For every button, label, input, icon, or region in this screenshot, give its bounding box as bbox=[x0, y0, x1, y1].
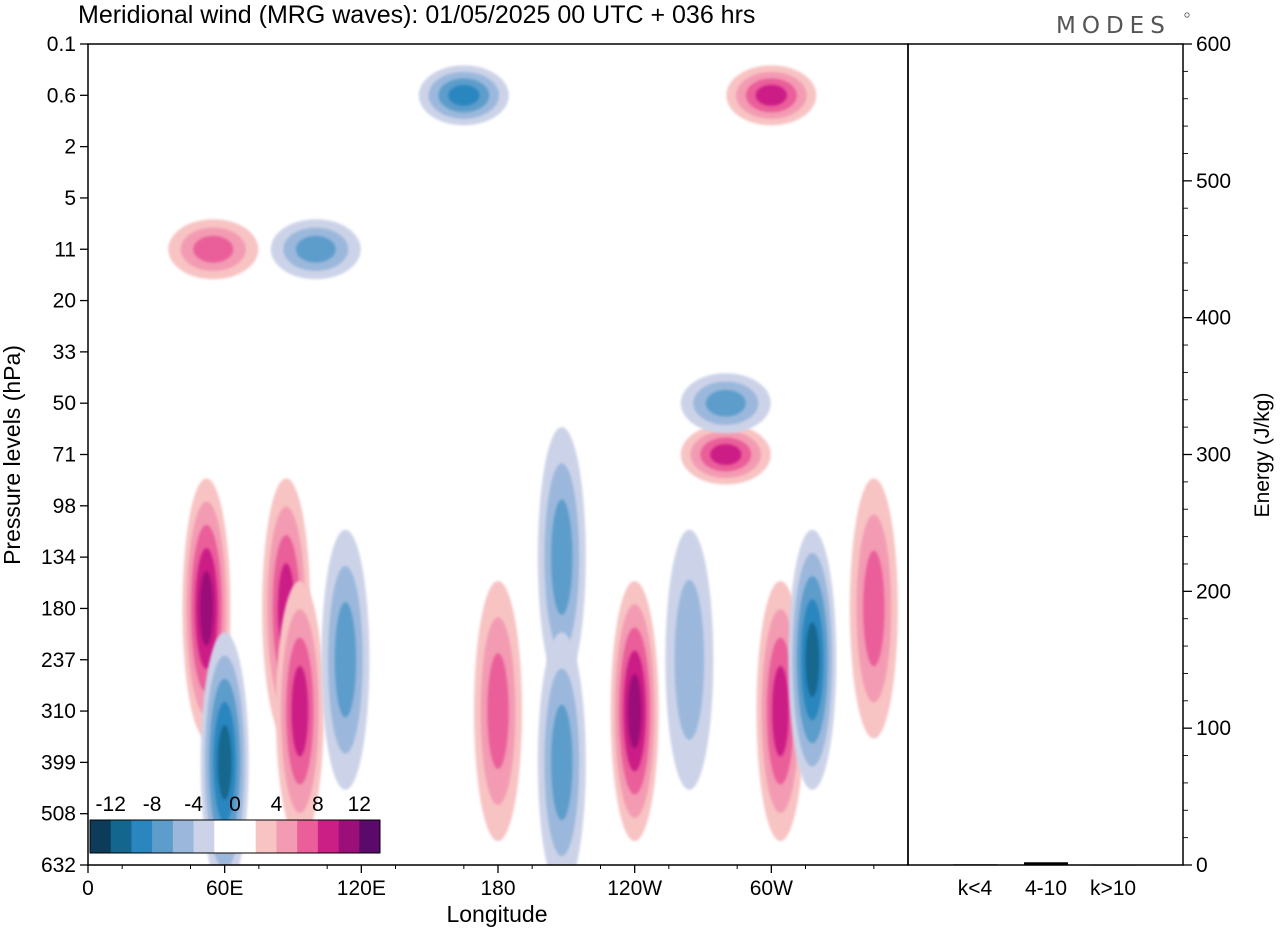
colorbar-swatch bbox=[255, 820, 277, 853]
logo-mark-icon bbox=[1184, 12, 1190, 18]
positive-wind-contour bbox=[710, 444, 742, 465]
energy-bars bbox=[953, 862, 1135, 866]
positive-wind-contour bbox=[755, 84, 787, 106]
energy-tick-label: 300 bbox=[1196, 444, 1231, 467]
colorbar-label: -4 bbox=[184, 793, 203, 816]
positive-wind-contour bbox=[487, 653, 509, 769]
colorbar-swatch bbox=[359, 820, 381, 853]
colorbar-swatch bbox=[214, 820, 236, 853]
y-tick-label: 20 bbox=[53, 290, 76, 313]
colorbar-swatch bbox=[110, 820, 132, 853]
positive-wind-contour bbox=[199, 571, 214, 646]
colorbar-frame bbox=[89, 819, 381, 854]
energy-tick-label: 0 bbox=[1196, 854, 1208, 877]
energy-panel: 0 100 200 300 400 500 600 k<4 4-10 k>10 Energy (… bbox=[907, 33, 1274, 900]
chart-title: Meridional wind (MRG waves): 01/05/2025 … bbox=[78, 1, 755, 29]
y-tick-label: 399 bbox=[41, 751, 76, 774]
colorbar-swatch bbox=[193, 820, 215, 853]
negative-wind-contour bbox=[334, 601, 357, 718]
colorbar-swatch bbox=[338, 820, 360, 853]
y-tick-label: 180 bbox=[41, 597, 76, 620]
colorbar-label: 4 bbox=[271, 793, 283, 816]
x-axis: 0 60E 120E 180 120W 60W bbox=[82, 865, 875, 900]
energy-tick-label: 200 bbox=[1196, 580, 1231, 603]
colorbar-label: -8 bbox=[143, 793, 162, 816]
y-tick-label: 2 bbox=[64, 136, 76, 159]
modes-logo: MODES bbox=[1056, 13, 1171, 39]
colorbar-label: -12 bbox=[96, 793, 126, 816]
colorbar-swatch bbox=[235, 820, 257, 853]
energy-bar bbox=[953, 864, 997, 866]
colorbar-swatch bbox=[297, 820, 319, 853]
negative-wind-contour bbox=[217, 725, 232, 800]
y-tick-label: 508 bbox=[41, 803, 76, 826]
negative-wind-contour bbox=[295, 235, 336, 263]
colorbar-swatch bbox=[276, 820, 298, 853]
negative-wind-contour bbox=[448, 84, 480, 106]
y-tick-label: 0.6 bbox=[47, 84, 76, 107]
y-tick-label: 310 bbox=[41, 700, 76, 723]
y-tick-label: 5 bbox=[64, 187, 76, 210]
colorbar-swatch bbox=[172, 820, 194, 853]
colorbar-label: 8 bbox=[312, 793, 324, 816]
y-tick-label: 50 bbox=[53, 392, 76, 415]
energy-tick-label: 600 bbox=[1196, 33, 1231, 56]
y-tick-label: 33 bbox=[53, 341, 76, 364]
x-axis-label: Longitude bbox=[446, 901, 547, 927]
colorbar-swatch bbox=[152, 820, 174, 853]
y-tick-label: 237 bbox=[41, 649, 76, 672]
colorbar-swatch bbox=[90, 820, 112, 853]
x-tick-label: 60E bbox=[206, 877, 243, 900]
energy-y-axis: 0 100 200 300 400 500 600 bbox=[1183, 33, 1231, 877]
positive-wind-contour bbox=[291, 665, 309, 757]
positive-wind-contour bbox=[627, 673, 642, 749]
y-axis-label: Pressure levels (hPa) bbox=[0, 345, 25, 565]
y-tick-label: 11 bbox=[54, 238, 76, 261]
energy-x-axis: k<4 4-10 k>10 bbox=[958, 877, 1136, 900]
energy-tick-label: 100 bbox=[1196, 717, 1231, 740]
energy-tick-label: 400 bbox=[1196, 307, 1231, 330]
energy-bar bbox=[1024, 862, 1068, 865]
energy-category-label: k>10 bbox=[1090, 877, 1136, 900]
energy-category-label: 4-10 bbox=[1025, 877, 1067, 900]
y-axis: 0.1 0.6 2 5 11 20 33 50 71 98 134 180 237 310 399 508 63… bbox=[41, 33, 88, 877]
energy-category-label: k<4 bbox=[958, 877, 993, 900]
y-tick-label: 632 bbox=[41, 854, 76, 877]
contour-field bbox=[168, 65, 898, 865]
energy-bar bbox=[1091, 864, 1135, 866]
positive-wind-contour bbox=[863, 550, 885, 667]
negative-wind-contour bbox=[805, 622, 820, 697]
negative-wind-contour bbox=[551, 704, 573, 821]
negative-wind-contour bbox=[674, 579, 705, 740]
y-tick-label: 98 bbox=[53, 495, 76, 518]
energy-axis-label: Energy (J/kg) bbox=[1251, 393, 1274, 518]
y-tick-label: 0.1 bbox=[47, 33, 76, 56]
negative-wind-contour bbox=[705, 389, 746, 417]
energy-frame bbox=[907, 43, 1184, 866]
x-tick-label: 60W bbox=[750, 877, 793, 900]
colorbar-label: 12 bbox=[348, 793, 371, 816]
heatmap-plot bbox=[87, 43, 909, 866]
x-tick-label: 120W bbox=[607, 877, 662, 900]
positive-wind-contour bbox=[193, 235, 234, 263]
positive-wind-contour bbox=[772, 665, 789, 757]
colorbar-label: 0 bbox=[229, 793, 241, 816]
energy-tick-label: 500 bbox=[1196, 170, 1231, 193]
x-tick-label: 120E bbox=[337, 877, 386, 900]
colorbar-swatch bbox=[131, 820, 153, 853]
y-tick-label: 134 bbox=[41, 546, 76, 569]
x-tick-label: 180 bbox=[480, 877, 515, 900]
x-tick-label: 0 bbox=[82, 877, 94, 900]
y-tick-label: 71 bbox=[53, 444, 76, 467]
negative-wind-contour bbox=[551, 499, 573, 615]
colorbar-swatch bbox=[317, 820, 339, 853]
colorbar: -12 -8 -4 0 4 8 12 bbox=[89, 793, 381, 854]
